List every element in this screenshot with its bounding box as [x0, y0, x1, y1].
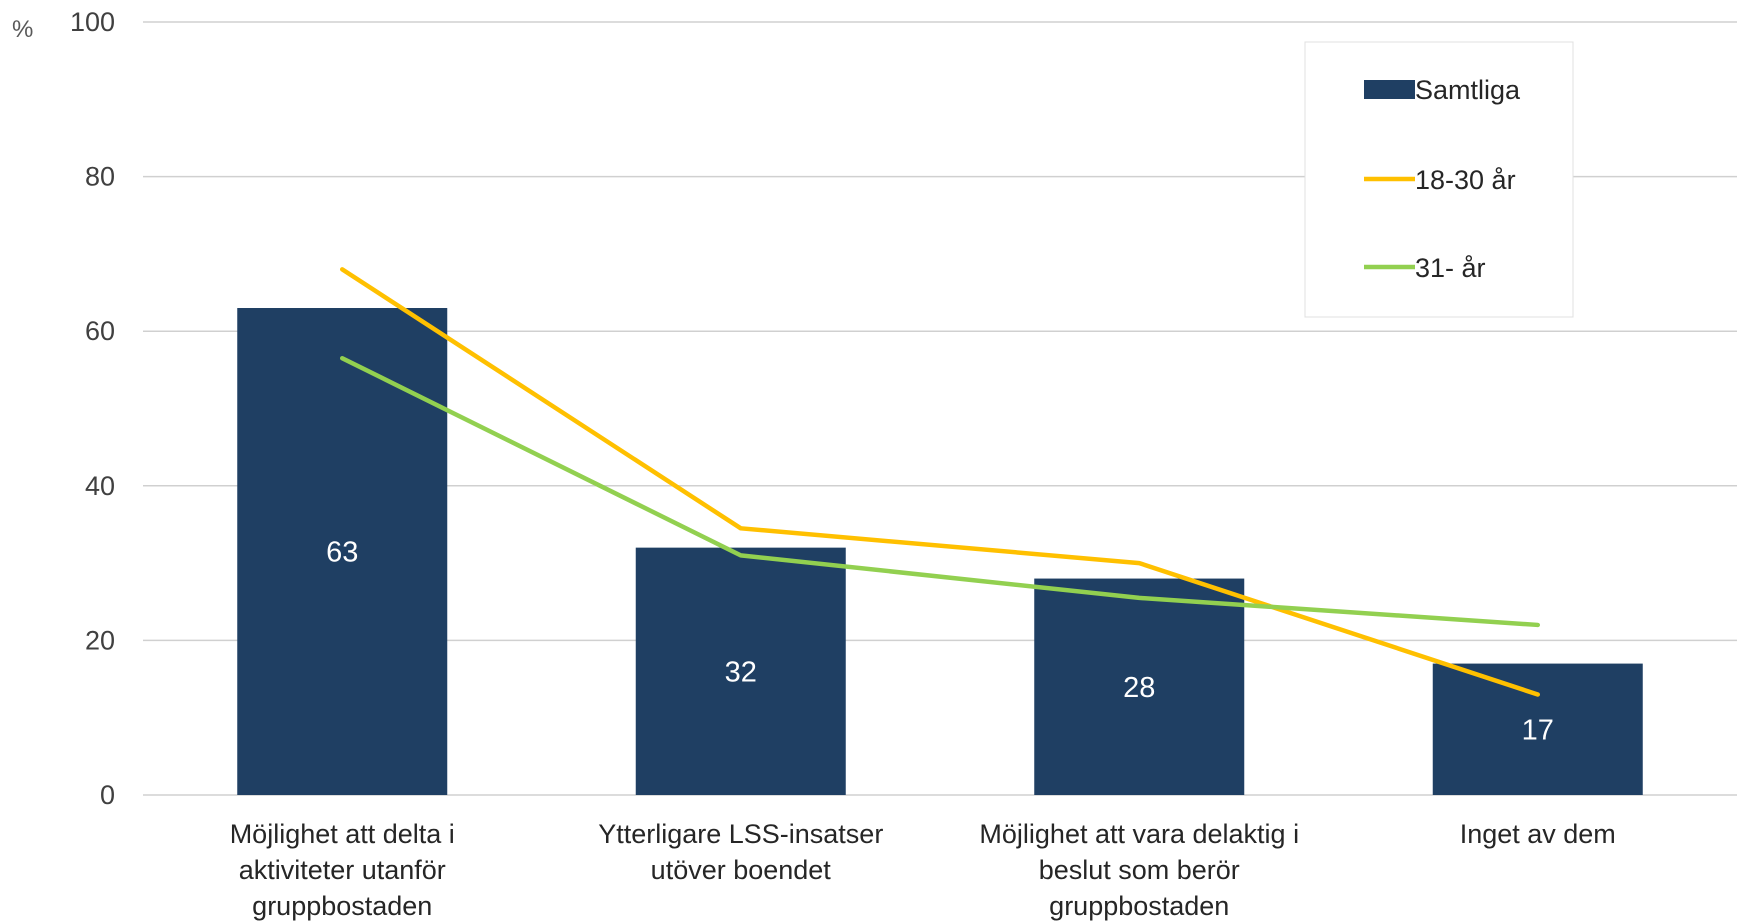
bar-data-labels: 63 32 28 17: [326, 537, 1554, 747]
bar-data-label-4: 17: [1522, 714, 1554, 746]
x-tick-label-1-line-2: aktiviteter utanför: [239, 855, 446, 885]
bar-data-label-2: 32: [725, 656, 757, 688]
bar-1: [237, 308, 448, 795]
y-tick-label-0: 0: [100, 780, 115, 810]
x-tick-label-3-line-3: gruppbostaden: [1049, 891, 1229, 921]
x-tick-label-1-line-1: Möjlighet att delta i: [230, 819, 455, 849]
bar-data-label-3: 28: [1123, 672, 1155, 704]
x-tick-label-2-line-2: utöver boendet: [651, 855, 832, 885]
x-tick-label-3-line-1: Möjlighet att vara delaktig i: [979, 819, 1299, 849]
bar-3: [1034, 578, 1245, 795]
legend-label-samtliga: Samtliga: [1415, 75, 1521, 105]
legend: Samtliga 18-30 år 31- år: [1304, 41, 1574, 318]
line-series-2: [340, 267, 1540, 697]
bar-2: [635, 547, 846, 795]
x-tick-label-4-line-1: Inget av dem: [1460, 819, 1616, 849]
line-series: [340, 267, 1540, 697]
y-tick-label-80: 80: [85, 162, 115, 192]
y-axis-unit-label: %: [12, 16, 33, 43]
y-tick-label-40: 40: [85, 471, 115, 501]
y-tick-label-20: 20: [85, 625, 115, 655]
x-axis-labels: Möjlighet att delta i aktiviteter utanför…: [230, 819, 1616, 921]
bar-data-label-1: 63: [326, 537, 358, 569]
legend-label-31: 31- år: [1415, 253, 1486, 283]
bar-4: [1432, 663, 1643, 795]
y-tick-label-60: 60: [85, 316, 115, 346]
legend-label-18-30: 18-30 år: [1415, 165, 1516, 195]
y-tick-label-100: 100: [70, 7, 115, 37]
x-tick-label-1-line-3: gruppbostaden: [252, 891, 432, 921]
bar-series: [237, 308, 1643, 795]
line-series-3: [340, 356, 1540, 628]
legend-swatch-samtliga: [1364, 80, 1415, 99]
y-axis-ticks: 0 20 40 60 80 100: [70, 7, 115, 810]
x-tick-label-2-line-1: Ytterligare LSS-insatser: [598, 819, 883, 849]
x-tick-label-3-line-2: beslut som berör: [1039, 855, 1240, 885]
legend-box: [1304, 41, 1574, 318]
